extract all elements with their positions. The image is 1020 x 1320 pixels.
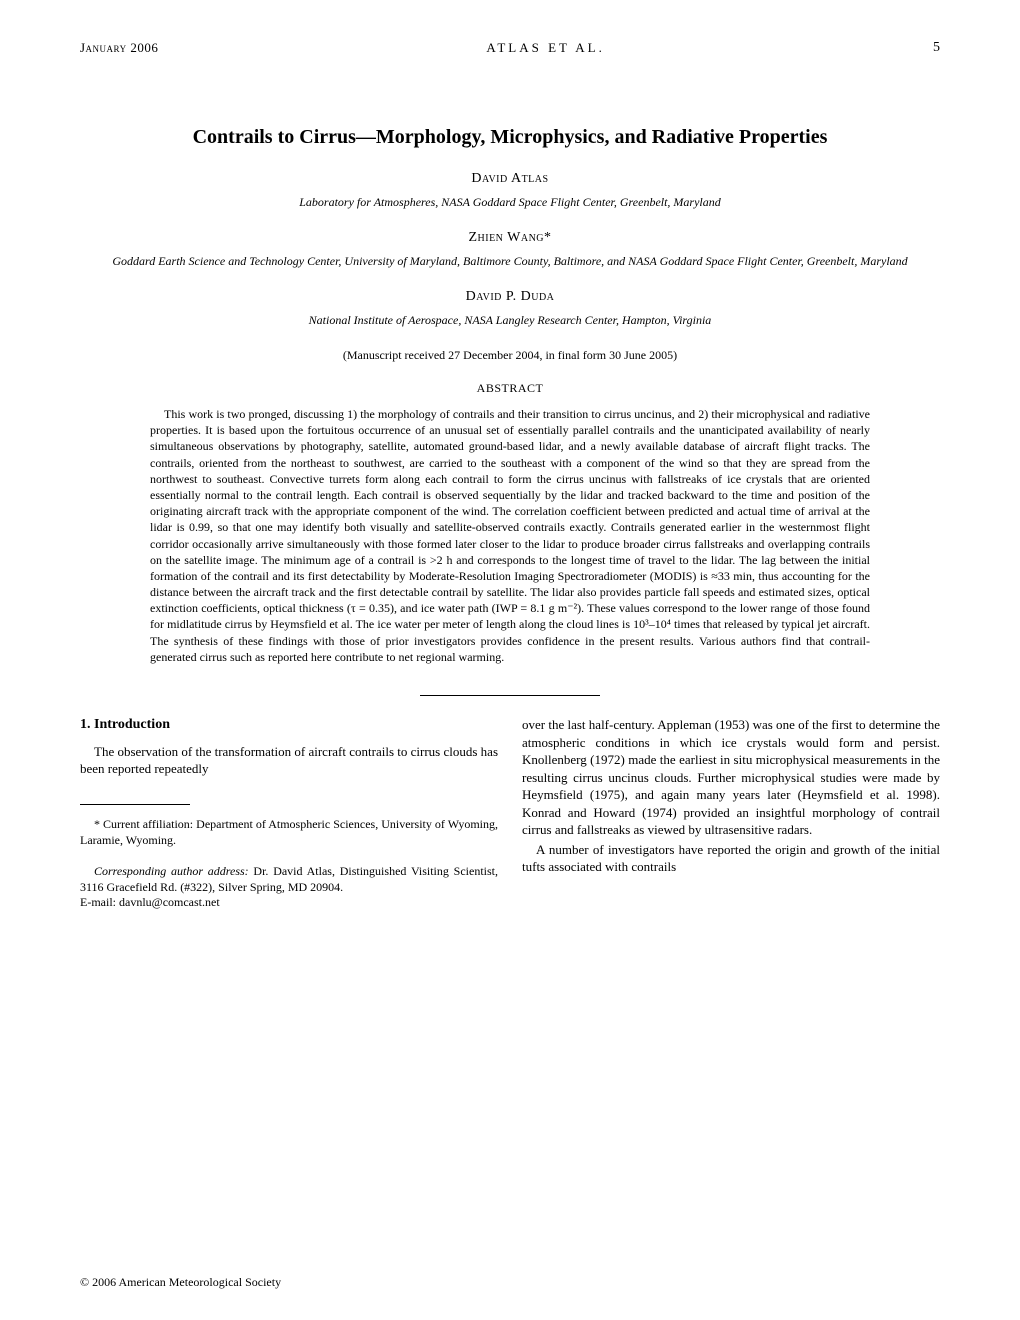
footnote-affiliation: * Current affiliation: Department of Atm… [80,817,498,848]
page-number: 5 [933,40,940,56]
abstract-text: This work is two pronged, discussing 1) … [80,406,940,665]
article-title: Contrails to Cirrus—Morphology, Microphy… [80,126,940,149]
intro-para-3: A number of investigators have reported … [522,841,940,876]
section-1-heading: 1. Introduction [80,716,498,735]
author-2-name: Zhien Wang* [80,230,940,246]
intro-para-1: The observation of the transformation of… [80,743,498,778]
author-1-name: David Atlas [80,171,940,187]
copyright-notice: © 2006 American Meteorological Society [80,1275,281,1290]
corresponding-email: E-mail: davnlu@comcast.net [80,895,498,911]
corresponding-label: Corresponding author address: [94,864,249,878]
abstract-heading: ABSTRACT [80,381,940,396]
author-3-affiliation: National Institute of Aerospace, NASA La… [80,313,940,328]
footnote-rule [80,804,190,805]
body-columns: 1. Introduction The observation of the t… [80,716,940,911]
corresponding-author: Corresponding author address: Dr. David … [80,864,498,895]
author-3-name: David P. Duda [80,289,940,305]
section-divider [420,695,600,696]
left-column: 1. Introduction The observation of the t… [80,716,498,911]
corresponding-author-block: Corresponding author address: Dr. David … [80,864,498,911]
manuscript-dates: (Manuscript received 27 December 2004, i… [80,348,940,363]
author-2-affiliation: Goddard Earth Science and Technology Cen… [80,254,940,269]
right-column: over the last half-century. Appleman (19… [522,716,940,911]
running-header: January 2006 ATLAS ET AL. 5 [80,40,940,56]
header-date: January 2006 [80,40,158,56]
header-authors: ATLAS ET AL. [486,40,604,56]
author-1-affiliation: Laboratory for Atmospheres, NASA Goddard… [80,195,940,210]
intro-para-2: over the last half-century. Appleman (19… [522,716,940,839]
